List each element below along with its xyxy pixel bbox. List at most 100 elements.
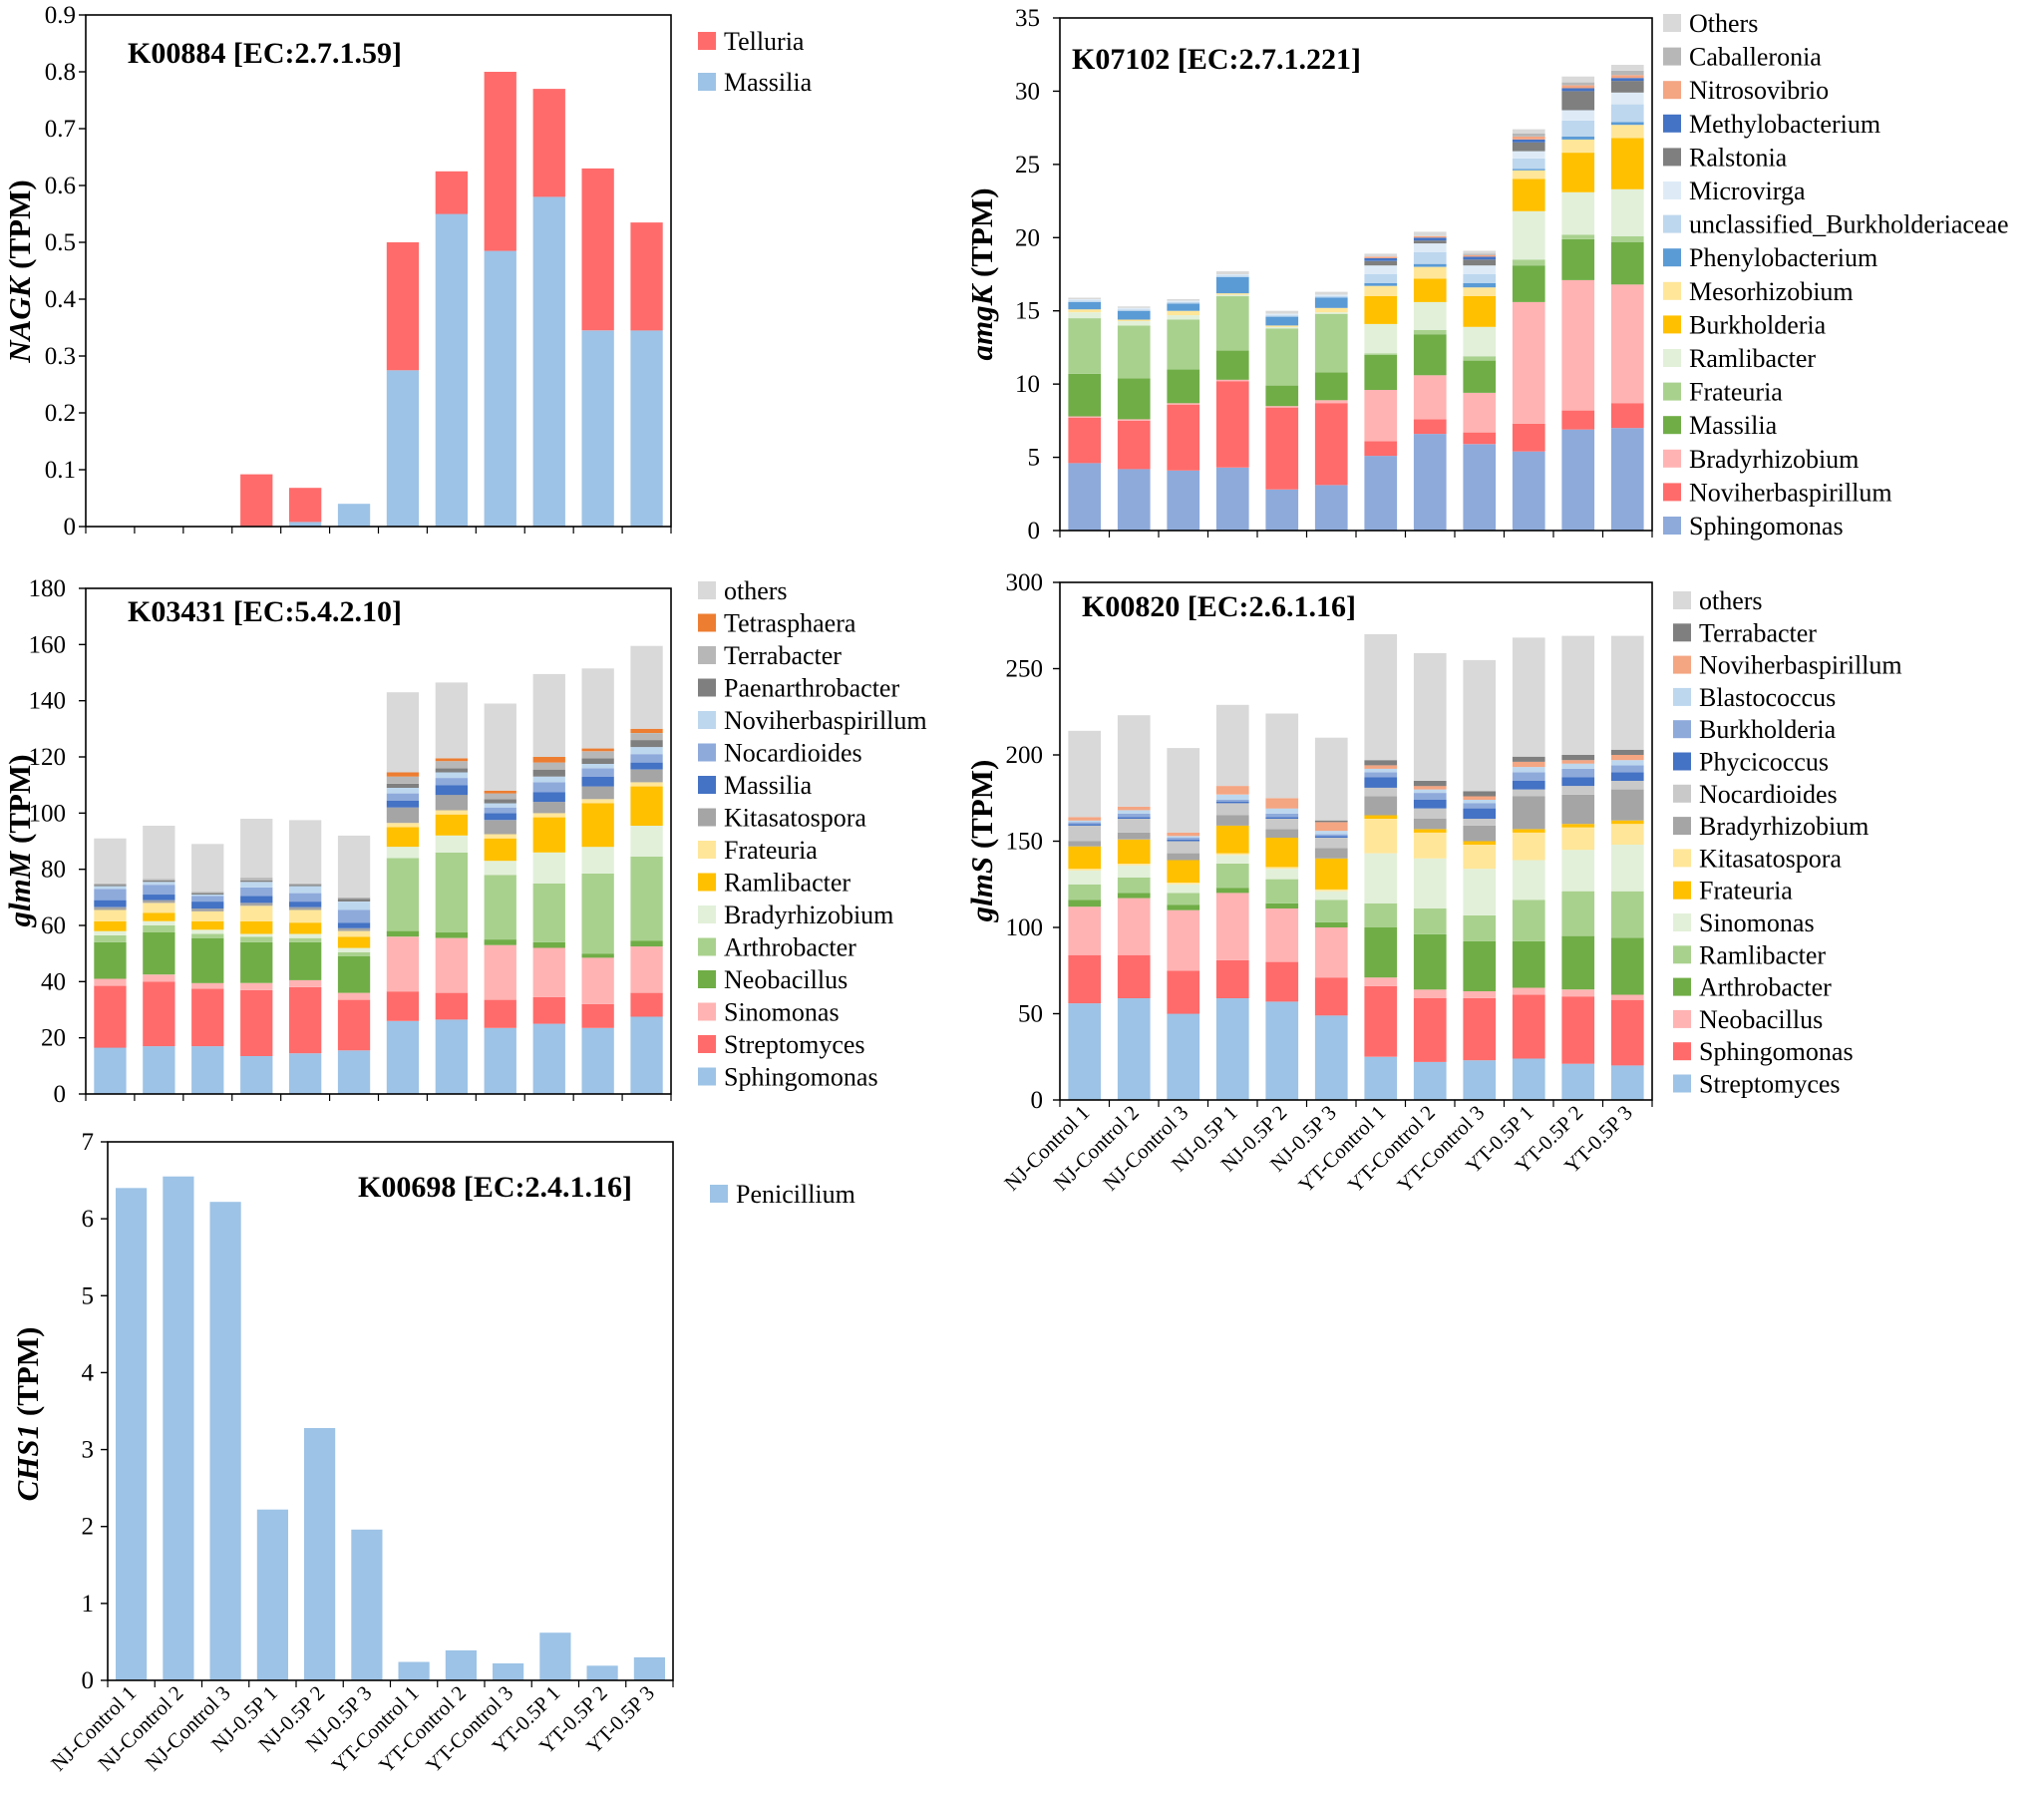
bar-frateuria [1364,353,1398,355]
bar-phenylobacterium [1167,303,1200,311]
bar-frateuria [1413,329,1447,335]
bar-streptomyces [1413,1061,1447,1100]
chart-glms: 0 50 100 150 200 250 300 NJ-Control 1NJ-Control… [964,569,1902,1197]
bar-arthrobacter [386,858,420,931]
bar-microvirga [1413,243,1447,252]
y-tick-label: 0 [82,1667,95,1694]
y-tick-label: 200 [1006,742,1044,769]
bar-sphingomonas [484,1027,516,1094]
bar-penicillium [539,1632,571,1680]
y-axis-label: NAGK (TPM) [2,180,37,363]
legend-swatch [698,678,716,697]
bar-kitasatospora [386,807,420,824]
bar-neobacillus [1561,989,1595,997]
legend-swatch [698,873,716,892]
legend-swatch [698,1067,716,1086]
bar-neobacillus [1167,909,1200,971]
y-tick-label: 160 [29,631,67,658]
legend-label: Frateuria [1699,877,1793,905]
bar-paenarthrobacter [143,880,175,883]
bar-massilia [240,896,273,904]
bar-unclassified-burkholderiaceae [1068,300,1102,302]
legend-swatch [1673,1042,1691,1061]
bar-burkholderia [1561,153,1595,192]
bar-bradyrhizobium [1463,393,1497,433]
bar-frateuria [1610,235,1644,242]
bar-bradyrhizobium [289,933,322,938]
y-tick-label: 2 [82,1514,95,1541]
bar-noviherbaspirillum [1413,786,1447,790]
bar-ramlibacter [1463,326,1497,357]
bar-sphingomonas [1314,977,1348,1016]
legend-label: Arthrobacter [1699,973,1832,1002]
y-axis-label: glmS (TPM) [964,760,999,923]
bar-terrabacter [484,793,516,800]
bar-ralstonia [1610,81,1644,93]
bar-microvirga [1512,151,1545,159]
bar-ramlibacter [1512,900,1545,941]
bar-nitrosovibrio [1364,256,1398,258]
legend-swatch [1673,784,1691,803]
bar-frateuria [1167,319,1200,370]
y-axis-amgk: 0 5 10 15 20 25 30 35 [1015,5,1060,544]
bar-terrabacter [337,897,371,900]
bar-frateuria [1265,328,1299,386]
bar-kitasatospora [1364,819,1398,854]
bar-streptomyces [191,988,224,1047]
bar-frateuria [143,903,175,913]
legend-nagk: Telluria Massilia [698,27,813,97]
bar-bradyrhizobium [1215,815,1249,826]
legend-swatch [698,970,716,988]
bar-burkholderia [1215,800,1249,802]
bar-burkholderia [1610,765,1644,773]
bar-streptomyces [1167,1013,1200,1100]
legend-swatch [1673,849,1691,868]
bar-microvirga [1463,265,1497,274]
legend-label: Tetrasphaera [724,609,856,638]
bar-neobacillus [94,941,127,979]
bar-others [1364,633,1398,761]
bar-others [532,673,565,757]
bar-nocardioides [240,888,273,897]
bar-phycicoccus [1117,817,1151,819]
bar-noviherbaspirillum [1167,404,1200,471]
bar-ramlibacter [1561,191,1595,235]
bar-streptomyces [435,992,468,1020]
bar-paenarthrobacter [240,880,273,883]
bar-bradyrhizobium [1117,419,1151,421]
bar-ramlibacter [1167,315,1200,320]
bar-phycicoccus [1265,817,1299,819]
bar-unclassified-burkholderiaceae [1610,104,1644,123]
bar-others [1117,715,1151,807]
bar-noviherbaspirillum [1561,410,1595,430]
y-tick-label: 0.6 [45,173,76,199]
bar-burkholderia [1413,278,1447,302]
bar-sinomonas [532,947,565,997]
bar-arthrobacter [1265,903,1299,908]
bar-kitasatospora [1314,889,1348,892]
y-tick-label: 0.4 [45,286,77,313]
bar-burkholderia [1610,138,1644,189]
y-tick-label: 150 [1006,829,1044,856]
bar-frateuria [1117,325,1151,379]
bar-methylobacterium [1364,257,1398,261]
bar-phenylobacterium [1561,137,1595,140]
bar-bradyrhizobium [484,861,516,876]
bar-ralstonia [1463,259,1497,266]
y-tick-label: 0.9 [45,2,76,29]
bar-streptomyces [1068,1003,1102,1100]
bar-noviherbaspirillum [435,772,468,779]
legend-swatch [698,32,716,50]
bar-kitasatospora [532,802,565,814]
bar-terrabacter [1512,756,1545,762]
bars-chs1 [116,1176,665,1680]
bar-methylobacterium [1413,237,1447,241]
gene-name: NAGK [2,274,37,363]
bar-paenarthrobacter [289,885,322,887]
bar-massilia [337,922,371,928]
bar-massilia [1561,238,1595,280]
bar-noviherbaspirillum [1561,760,1595,764]
bar-streptomyces [1314,1015,1348,1100]
bar-terrabacter [532,762,565,770]
bar-sinomonas [1314,891,1348,901]
